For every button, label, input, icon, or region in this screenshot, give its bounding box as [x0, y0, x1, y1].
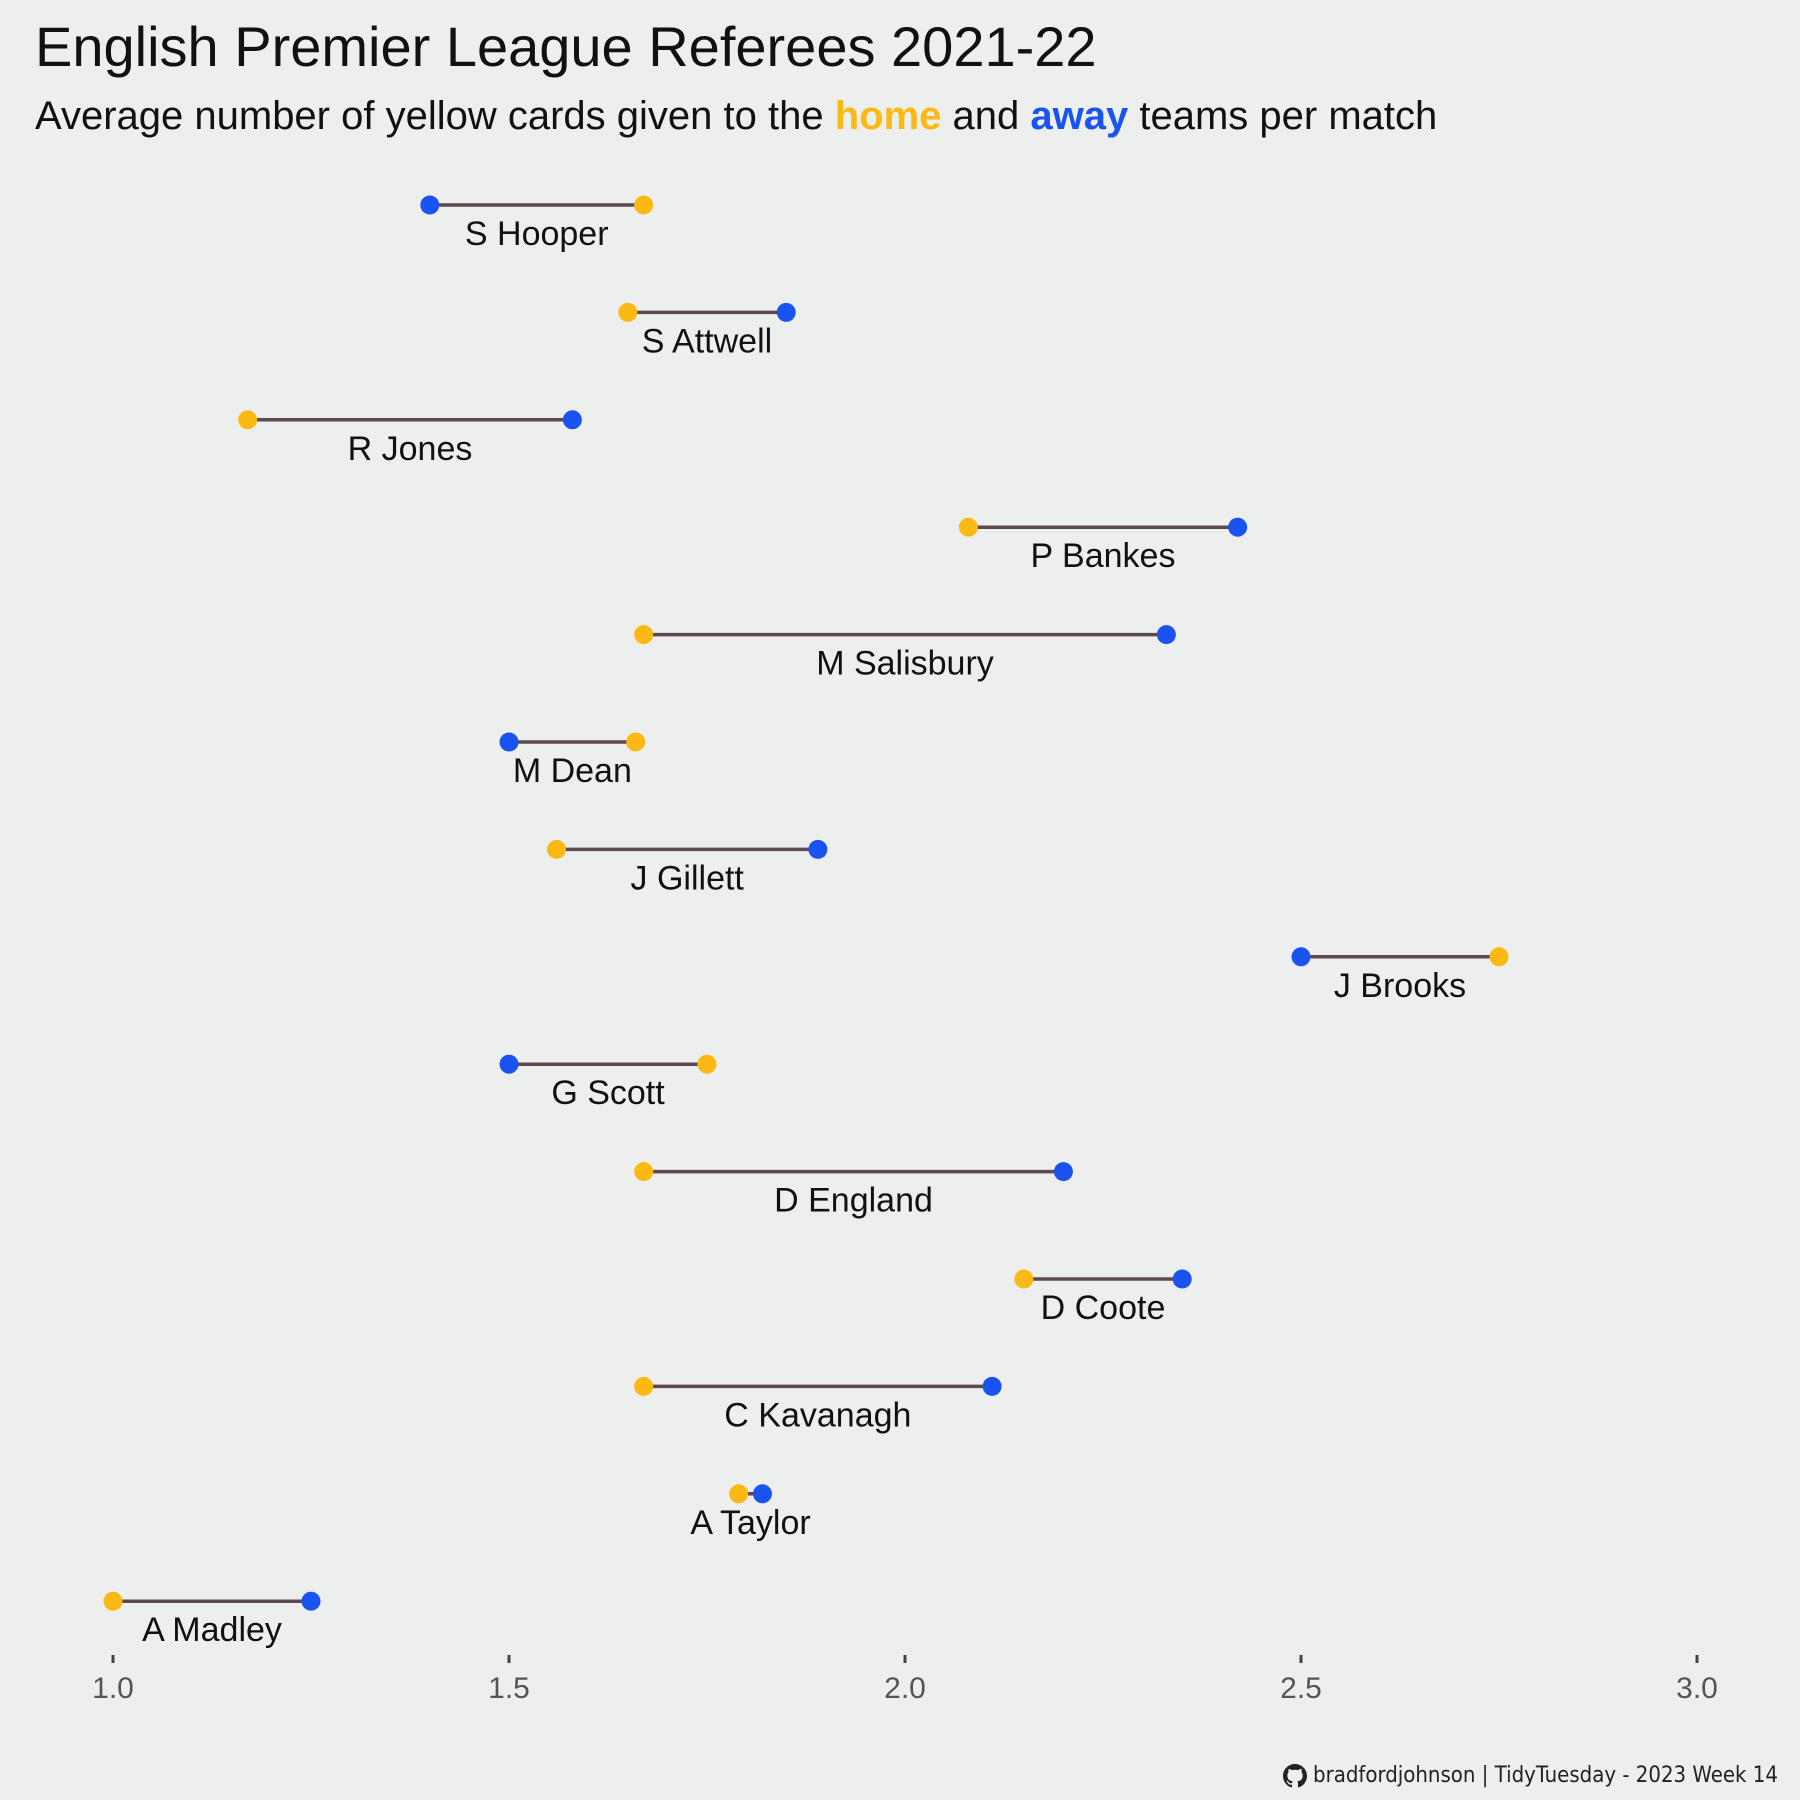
subtitle-middle: and: [941, 94, 1031, 138]
referee-label: G Scott: [551, 1074, 665, 1112]
home-point: [1014, 1269, 1034, 1289]
referee-row: S Attwell: [618, 302, 796, 360]
away-point: [1156, 625, 1176, 645]
home-point: [634, 1162, 654, 1182]
subtitle-home-keyword: home: [834, 94, 942, 138]
home-point: [729, 1484, 749, 1504]
away-point: [1291, 947, 1311, 967]
referee-row: J Brooks: [1291, 947, 1509, 1005]
referee-label: S Attwell: [642, 322, 772, 360]
home-point: [634, 625, 654, 645]
referee-label: J Brooks: [1334, 967, 1466, 1005]
referee-row: D Coote: [1014, 1269, 1192, 1327]
referee-row: M Dean: [499, 732, 646, 790]
referee-row: R Jones: [238, 410, 582, 468]
referee-label: S Hooper: [465, 215, 609, 253]
away-point: [301, 1591, 321, 1611]
away-point: [1172, 1269, 1192, 1289]
x-axis: 1.0 1.5 2.0 2.5 3.0: [92, 1655, 1718, 1705]
x-tick: 2.5: [1280, 1655, 1322, 1705]
x-tick-label: 2.0: [884, 1672, 926, 1705]
caption: bradfordjohnson | TidyTuesday - 2023 Wee…: [1283, 1763, 1778, 1788]
referee-label: C Kavanagh: [724, 1396, 911, 1434]
referee-label: M Dean: [513, 752, 632, 790]
subtitle-prefix: Average number of yellow cards given to …: [35, 94, 835, 138]
home-point: [634, 195, 654, 215]
home-point: [958, 517, 978, 537]
caption-text: bradfordjohnson | TidyTuesday - 2023 Wee…: [1313, 1763, 1778, 1788]
x-tick: 1.5: [488, 1655, 530, 1705]
home-point: [103, 1591, 123, 1611]
x-tick: 2.0: [884, 1655, 926, 1705]
away-point: [1053, 1162, 1073, 1182]
away-point: [420, 195, 440, 215]
away-point: [562, 410, 582, 430]
github-icon: [1283, 1763, 1307, 1787]
home-point: [634, 1376, 654, 1396]
home-point: [697, 1054, 717, 1074]
referee-label: R Jones: [348, 430, 473, 468]
x-tick: 1.0: [92, 1655, 134, 1705]
home-point: [626, 732, 646, 752]
referee-row: S Hooper: [420, 195, 654, 253]
x-tick: 3.0: [1676, 1655, 1718, 1705]
away-point: [808, 839, 828, 859]
home-point: [618, 302, 638, 322]
referee-label: P Bankes: [1031, 537, 1176, 575]
home-point: [547, 839, 567, 859]
chart-subtitle: Average number of yellow cards given to …: [35, 94, 1437, 139]
referee-row: G Scott: [499, 1054, 717, 1112]
referee-row: C Kavanagh: [634, 1376, 1002, 1434]
chart-rows: S Hooper S Attwell R Jones P Bankes M Salisb…: [103, 195, 1509, 1649]
referee-row: J Gillett: [547, 839, 828, 897]
away-point: [499, 732, 519, 752]
home-point: [238, 410, 258, 430]
away-point: [982, 1376, 1002, 1396]
away-point: [499, 1054, 519, 1074]
x-tick-label: 2.5: [1280, 1672, 1322, 1705]
referee-label: D Coote: [1041, 1289, 1166, 1327]
chart-title: English Premier League Referees 2021-22: [35, 15, 1097, 78]
referee-row: P Bankes: [958, 517, 1248, 575]
away-point: [1228, 517, 1248, 537]
subtitle-suffix: teams per match: [1128, 94, 1438, 138]
away-point: [752, 1484, 772, 1504]
referee-row: M Salisbury: [634, 625, 1176, 683]
referee-row: D England: [634, 1162, 1073, 1220]
x-tick-label: 1.5: [488, 1672, 530, 1705]
referee-label: A Taylor: [690, 1504, 810, 1542]
away-point: [776, 302, 796, 322]
x-tick-label: 1.0: [92, 1672, 134, 1705]
referee-label: A Madley: [142, 1611, 282, 1649]
referee-row: A Madley: [103, 1591, 321, 1649]
referee-label: J Gillett: [631, 859, 745, 897]
subtitle-away-keyword: away: [1030, 94, 1129, 138]
home-point: [1489, 947, 1509, 967]
x-tick-label: 3.0: [1676, 1672, 1718, 1705]
referee-row: A Taylor: [690, 1484, 811, 1542]
referee-label: D England: [774, 1182, 933, 1220]
referee-label: M Salisbury: [816, 645, 994, 683]
